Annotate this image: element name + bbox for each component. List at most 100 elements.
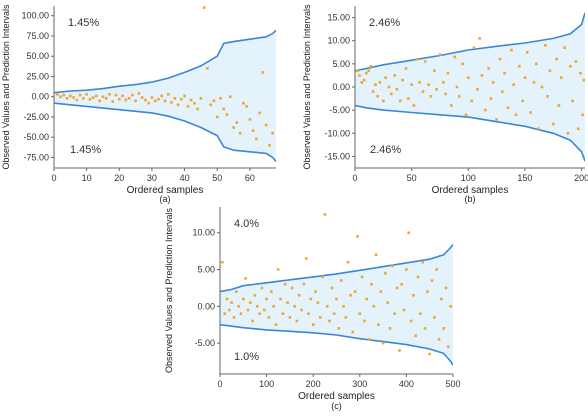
observed-point	[353, 290, 357, 293]
observed-point	[288, 316, 292, 319]
panel-label: (c)	[331, 401, 342, 411]
observed-point	[270, 290, 273, 293]
x-tick-label: 100	[259, 379, 274, 389]
observed-point	[88, 97, 92, 101]
observed-point	[426, 290, 429, 293]
observed-point	[134, 99, 137, 103]
observed-point	[244, 277, 247, 280]
observed-point	[127, 97, 131, 100]
observed-point	[242, 297, 245, 301]
observed-point	[390, 92, 393, 96]
observed-point	[367, 338, 371, 341]
x-tick-label: 50	[212, 173, 222, 183]
observed-point	[111, 100, 115, 103]
lower-coverage-annotation: 1.0%	[234, 351, 259, 363]
observed-point	[404, 67, 408, 70]
observed-point	[351, 330, 355, 334]
observed-point	[225, 297, 229, 301]
observed-point	[480, 74, 484, 77]
observed-point	[202, 6, 206, 9]
observed-point	[546, 95, 549, 98]
observed-point	[453, 55, 456, 59]
observed-point	[582, 78, 585, 82]
observed-point	[395, 88, 399, 91]
observed-point	[374, 253, 378, 257]
y-tick-label: -10.00	[324, 128, 350, 138]
observed-point	[414, 334, 417, 337]
observed-point	[386, 301, 390, 304]
x-tick-label: 30	[147, 173, 157, 183]
observed-point	[59, 95, 62, 98]
observed-point	[409, 319, 413, 323]
y-tick-label: 25.00	[26, 71, 49, 81]
x-tick-label: 500	[445, 379, 460, 389]
observed-point	[140, 96, 144, 99]
plot-area	[54, 6, 276, 163]
x-axis-label: Ordered samples	[432, 185, 509, 196]
observed-point	[360, 275, 364, 279]
observed-point	[372, 305, 376, 308]
chart-panel-b: -15.00 -10.00 -5.00 0.00 5.00 10.00 15.00 0 50 10…	[302, 4, 588, 204]
observed-point	[256, 305, 259, 308]
x-tick-label: 100	[461, 173, 476, 183]
plot-area	[355, 12, 585, 162]
observed-point	[72, 96, 75, 99]
observed-point	[258, 312, 261, 315]
observed-point	[360, 81, 364, 84]
observed-point	[144, 98, 147, 102]
observed-point	[304, 257, 308, 260]
observed-point	[400, 282, 403, 286]
observed-point	[173, 97, 177, 100]
observed-point	[271, 131, 274, 135]
lower-bound-line	[220, 323, 453, 366]
panel-label: (b)	[465, 194, 476, 204]
observed-point	[75, 98, 79, 102]
observed-point	[258, 111, 261, 115]
observed-point	[433, 69, 436, 73]
observed-point	[571, 99, 574, 103]
observed-point	[251, 319, 254, 323]
y-axis-label: Observed Values and Prediction Intervals	[302, 4, 312, 169]
observed-point	[268, 144, 271, 147]
observed-point	[264, 123, 268, 127]
observed-point	[487, 67, 490, 70]
observed-point	[510, 48, 513, 52]
observed-point	[421, 260, 424, 264]
observed-point	[300, 308, 303, 312]
observed-point	[272, 305, 275, 308]
observed-point	[281, 312, 285, 315]
observed-point	[579, 71, 582, 75]
observed-point	[206, 67, 209, 70]
y-tick-label: 0.00	[31, 92, 49, 102]
observed-point	[464, 113, 468, 117]
observed-point	[446, 71, 450, 75]
observed-point	[407, 231, 410, 234]
observed-point	[537, 127, 540, 130]
observed-point	[222, 107, 226, 111]
lower-bound-line	[54, 102, 276, 163]
observed-point	[267, 316, 271, 319]
observed-point	[153, 99, 157, 103]
observed-point	[56, 93, 59, 96]
observed-point	[370, 282, 373, 286]
observed-point	[263, 308, 266, 312]
observed-point	[442, 327, 445, 330]
observed-point	[235, 121, 239, 124]
observed-point	[239, 312, 243, 315]
observed-point	[393, 312, 396, 315]
observed-point	[160, 94, 163, 98]
observed-point	[283, 282, 287, 286]
observed-point	[362, 78, 366, 82]
observed-point	[311, 323, 315, 326]
observed-point	[514, 113, 518, 117]
observed-point	[230, 301, 233, 304]
observed-point	[82, 97, 85, 100]
observed-point	[356, 235, 359, 238]
observed-point	[212, 99, 216, 103]
observed-point	[91, 96, 95, 99]
observed-point	[358, 312, 362, 315]
chart-panel-c: -5.00 0.00 5.00 10.00 0 100 200 300 400 500 Ordere…	[164, 207, 461, 411]
observed-point	[563, 46, 566, 49]
observed-point	[559, 76, 563, 79]
observed-point	[393, 74, 396, 77]
